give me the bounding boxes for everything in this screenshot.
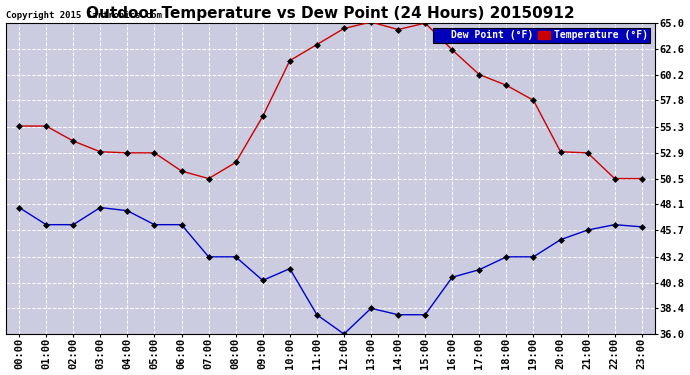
Text: Copyright 2015 Cartronics.com: Copyright 2015 Cartronics.com — [6, 11, 161, 20]
Legend: Dew Point (°F), Temperature (°F): Dew Point (°F), Temperature (°F) — [433, 28, 651, 43]
Title: Outdoor Temperature vs Dew Point (24 Hours) 20150912: Outdoor Temperature vs Dew Point (24 Hou… — [86, 6, 575, 21]
